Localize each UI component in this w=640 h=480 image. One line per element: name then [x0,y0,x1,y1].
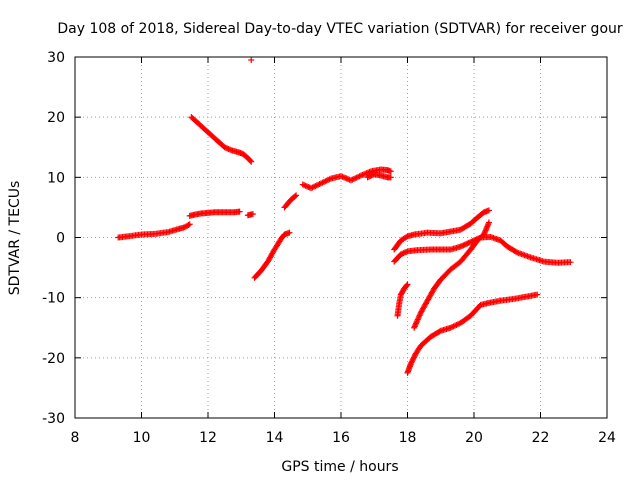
y-axis-label: SDTVAR / TECUs [7,181,23,296]
series-arc-k [391,233,574,266]
plus-marker [512,248,519,255]
y-tick-label: -30 [42,411,65,427]
y-tick-label: -10 [42,291,65,307]
x-tick-label: 16 [332,430,350,446]
plus-marker [436,328,443,335]
series-arc-a [115,221,193,241]
series-arc-j [391,207,492,253]
plus-marker [286,229,293,236]
series-arc-f [251,229,293,281]
plus-marker [365,173,372,180]
y-tick-label: 0 [56,231,65,247]
plus-marker [293,192,300,199]
plus-marker [411,323,418,330]
plus-marker [221,144,228,151]
series-arc-e [248,57,255,64]
plus-marker [225,146,232,153]
plus-marker [415,313,422,320]
plus-marker [302,182,309,189]
series-arc-g [281,192,300,211]
plus-marker [412,320,419,327]
plus-marker [226,146,233,153]
x-tick-label: 18 [399,430,417,446]
y-tick-label: 20 [47,110,65,126]
series-arc-c [244,211,256,219]
plus-marker [463,241,470,248]
series-arc-l [394,281,411,319]
plus-marker [222,144,229,151]
plus-marker [417,311,424,318]
series-arc-i [364,171,394,181]
plus-marker [292,193,299,200]
plus-marker [367,173,374,180]
plus-marker [303,183,310,190]
plus-marker [364,174,371,181]
plus-marker [248,158,255,165]
y-tick-label: 30 [47,50,65,66]
series-arc-n [404,291,541,376]
data-marks [115,57,574,376]
plus-marker [416,312,423,319]
series-arc-d [188,114,255,165]
y-tick-label: 10 [47,170,65,186]
plus-marker [415,315,422,322]
plus-marker [236,208,243,215]
plus-marker [185,222,192,229]
chart-title: Day 108 of 2018, Sidereal Day-to-day VTE… [57,21,623,37]
plus-marker [414,317,421,324]
plus-marker [404,281,411,288]
plus-marker [248,57,255,64]
x-tick-label: 8 [71,430,80,446]
plus-marker [368,172,375,179]
plus-marker [534,291,541,298]
series-arc-m [411,219,492,331]
plus-marker [460,242,467,249]
x-tick-label: 10 [133,430,151,446]
plus-marker [397,251,404,258]
plus-marker [224,145,231,152]
series-arc-h [299,166,394,192]
plus-marker [403,248,410,255]
plus-marker [387,174,394,181]
x-tick-label: 12 [199,430,217,446]
x-tick-label: 20 [465,430,483,446]
plus-marker [186,221,193,228]
plus-marker [465,239,472,246]
plus-marker [299,181,306,188]
series-arc-b [186,208,243,219]
plus-marker [414,316,421,323]
grid [75,57,607,418]
plus-marker [467,239,474,246]
x-tick-label: 24 [598,430,616,446]
plus-marker [399,250,406,257]
plus-marker [400,250,407,257]
plus-marker [249,211,256,218]
plus-marker [411,324,418,331]
plus-marker [403,282,410,289]
plus-marker [387,168,394,175]
plus-marker [459,242,466,249]
plus-marker [401,249,408,256]
plus-marker [464,240,471,247]
plus-marker [485,207,492,214]
plus-marker [485,219,492,226]
axis-ticks: 8 10 12 14 16 18 20 22 24 -30 -20 -10 0 10 20 30 [42,50,616,446]
x-tick-label: 14 [266,430,284,446]
plus-marker [461,241,468,248]
plus-marker [403,234,410,241]
plus-marker [567,259,574,266]
plus-marker [468,238,475,245]
plus-marker [413,319,420,326]
plus-marker [301,182,308,189]
x-tick-label: 22 [532,430,550,446]
y-tick-label: -20 [42,351,65,367]
plus-marker [457,243,464,250]
x-axis-label: GPS time / hours [281,459,398,475]
plus-marker [247,157,254,164]
plus-marker [412,322,419,329]
